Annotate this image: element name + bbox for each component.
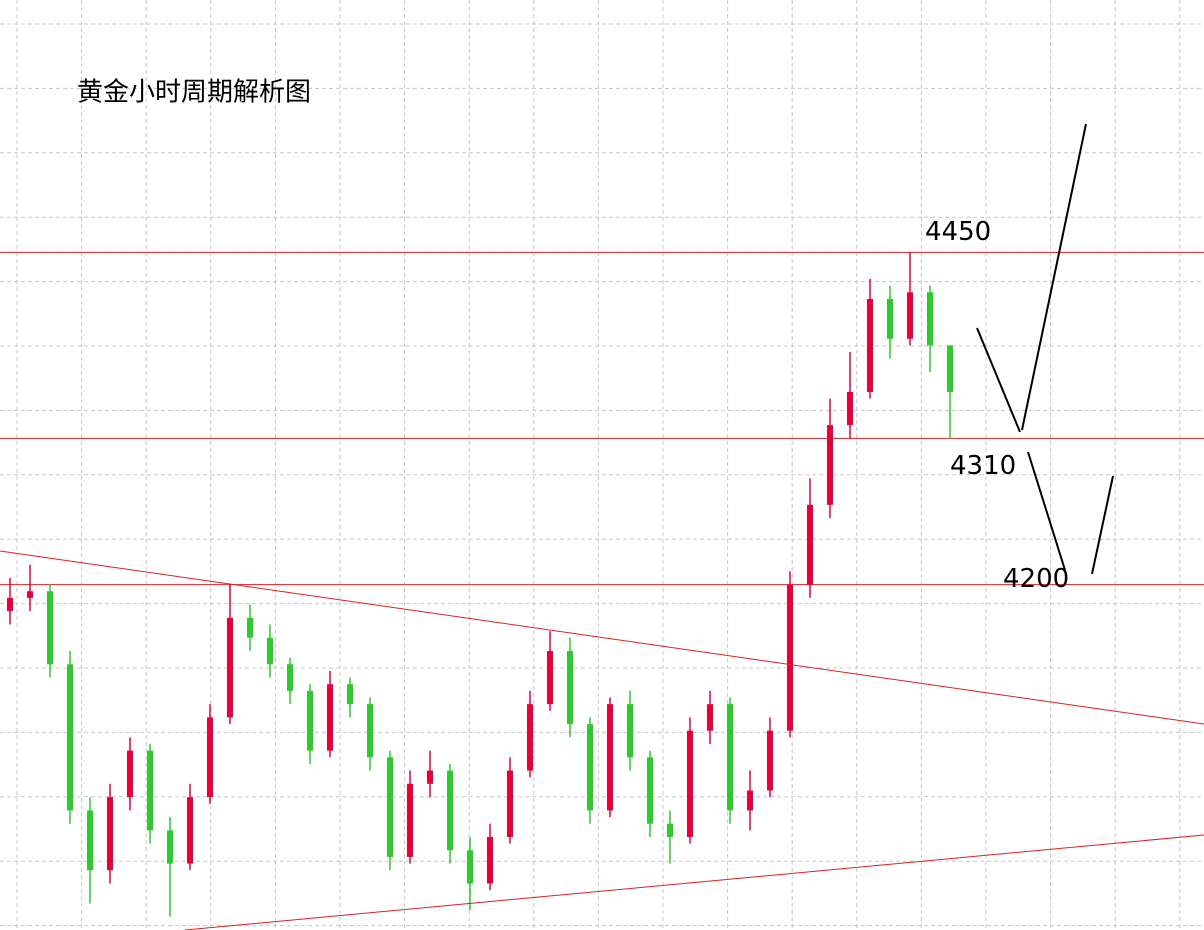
candle-body xyxy=(287,664,293,691)
chart-title: 黄金小时周期解析图 xyxy=(77,78,311,108)
forecast-line xyxy=(1021,123,1087,431)
candle-body xyxy=(687,730,693,837)
candle-body xyxy=(587,724,593,811)
forecast-line xyxy=(1091,475,1114,575)
candle-body xyxy=(667,823,673,837)
candle-body xyxy=(727,704,733,811)
candle-body xyxy=(707,704,713,731)
candle-body xyxy=(807,504,813,585)
candle-body xyxy=(927,292,933,346)
trend-line xyxy=(0,550,1204,725)
level-label: 4310 xyxy=(950,451,1016,481)
candle-body xyxy=(827,425,833,505)
candle-body xyxy=(487,837,493,884)
candle-body xyxy=(647,757,653,824)
candle-body xyxy=(547,651,553,705)
candle-body xyxy=(47,591,53,665)
candle-body xyxy=(247,617,253,638)
candle-body xyxy=(7,597,13,612)
candle-body xyxy=(867,298,873,392)
candle-body xyxy=(67,664,73,811)
marks xyxy=(0,251,1204,917)
candle-body xyxy=(787,584,793,731)
candle-body xyxy=(207,717,213,798)
candle-body xyxy=(427,770,433,784)
candle-body xyxy=(167,830,173,864)
candle-body xyxy=(347,684,353,705)
candle-body xyxy=(527,704,533,771)
candle-body xyxy=(107,797,113,871)
candle-body xyxy=(187,797,193,864)
candle-body xyxy=(607,704,613,811)
candle-body xyxy=(947,345,953,392)
candle-body xyxy=(367,704,373,758)
candle-body xyxy=(567,651,573,725)
candle-body xyxy=(407,783,413,857)
candle-body xyxy=(507,770,513,837)
level-label: 4200 xyxy=(1003,564,1069,594)
candle-body xyxy=(387,757,393,857)
candle-body xyxy=(307,690,313,751)
candle-body xyxy=(747,790,753,811)
forecast-line xyxy=(1027,451,1066,571)
candle-body xyxy=(447,770,453,851)
candle-body xyxy=(327,684,333,751)
candle-body xyxy=(127,750,133,798)
candle-body xyxy=(467,850,473,884)
level-label: 4450 xyxy=(925,217,991,247)
candle-body xyxy=(627,704,633,758)
candle-body xyxy=(847,391,853,426)
candle-body xyxy=(267,637,273,665)
candle-body xyxy=(767,730,773,791)
forecast-line xyxy=(976,327,1021,433)
candle-body xyxy=(87,810,93,871)
candle-body xyxy=(147,750,153,831)
trend-line xyxy=(184,834,1204,930)
candle-body xyxy=(887,298,893,339)
candle-body xyxy=(227,617,233,718)
candle-body xyxy=(27,591,33,598)
candle-body xyxy=(907,292,913,339)
